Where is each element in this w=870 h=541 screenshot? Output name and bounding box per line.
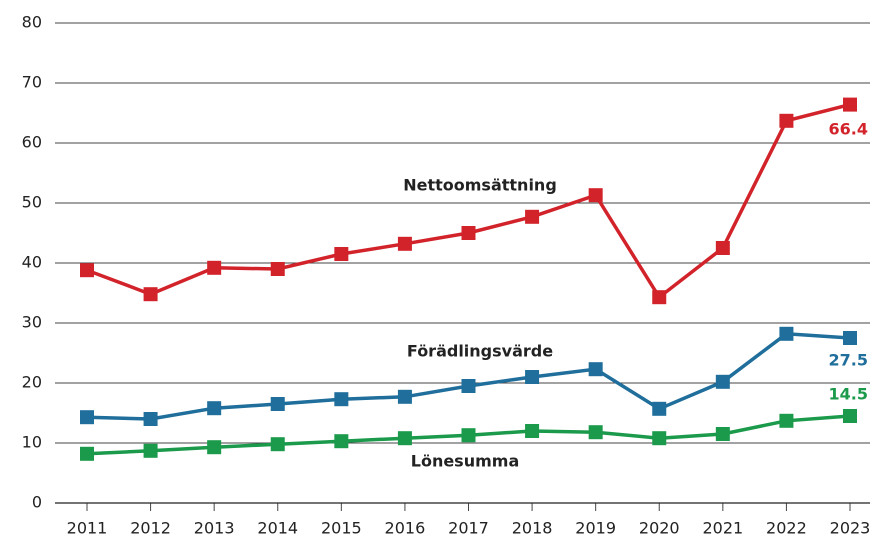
marker — [715, 427, 730, 441]
marker — [843, 97, 857, 112]
x-tick-label: 2023 — [830, 519, 870, 538]
marker — [143, 443, 158, 458]
data-label: 66.4 — [829, 120, 868, 139]
data-label: 27.5 — [829, 351, 868, 370]
data-label: 14.5 — [829, 385, 868, 404]
marker — [334, 247, 349, 261]
series-label: Nettoomsättning — [403, 176, 557, 195]
marker — [207, 440, 222, 455]
marker — [270, 262, 285, 276]
y-tick-label: 60 — [22, 133, 42, 152]
marker — [207, 401, 222, 416]
x-tick-label: 2015 — [321, 519, 362, 538]
marker — [397, 389, 412, 404]
marker — [143, 412, 158, 426]
x-tick-label: 2017 — [448, 519, 489, 538]
marker — [588, 188, 603, 203]
marker — [843, 409, 857, 423]
marker — [270, 437, 285, 452]
marker — [525, 209, 540, 224]
marker — [588, 425, 603, 440]
marker — [397, 431, 412, 446]
x-tick-label: 2020 — [639, 519, 680, 538]
x-tick-label: 2011 — [67, 519, 108, 538]
x-tick-label: 2013 — [194, 519, 235, 538]
marker — [334, 392, 349, 407]
series-label: Lönesumma — [411, 452, 519, 471]
marker — [779, 413, 794, 428]
x-tick-label: 2019 — [575, 519, 616, 538]
marker — [779, 326, 794, 341]
marker — [80, 446, 94, 461]
y-tick-label: 0 — [32, 493, 42, 512]
marker — [715, 374, 730, 389]
marker — [80, 410, 94, 425]
marker — [334, 434, 349, 449]
y-tick-label: 10 — [22, 433, 42, 452]
x-tick-label: 2016 — [385, 519, 426, 538]
marker — [843, 331, 857, 345]
marker — [80, 263, 94, 278]
y-tick-label: 20 — [22, 373, 42, 392]
series-line — [86, 102, 851, 300]
marker — [652, 290, 667, 305]
x-tick-label: 2014 — [257, 519, 298, 538]
x-tick-label: 2022 — [766, 519, 807, 538]
series-label: Förädlingsvärde — [407, 342, 553, 361]
y-tick-label: 50 — [22, 193, 42, 212]
marker — [652, 431, 667, 446]
marker — [715, 241, 730, 255]
x-tick-label: 2018 — [512, 519, 553, 538]
marker — [207, 260, 222, 275]
y-tick-label: 70 — [22, 73, 42, 92]
marker — [461, 379, 476, 393]
y-tick-label: 40 — [22, 253, 42, 272]
marker — [779, 113, 794, 128]
x-tick-label: 2021 — [702, 519, 743, 538]
y-tick-label: 30 — [22, 313, 42, 332]
marker — [461, 226, 476, 240]
marker — [525, 424, 540, 438]
y-tick-label: 80 — [22, 13, 42, 32]
marker — [397, 236, 412, 251]
marker — [652, 401, 667, 416]
x-tick-label: 2012 — [130, 519, 171, 538]
marker — [588, 362, 603, 377]
marker — [143, 287, 158, 302]
marker — [525, 370, 540, 384]
marker — [461, 428, 476, 443]
marker — [270, 397, 285, 411]
